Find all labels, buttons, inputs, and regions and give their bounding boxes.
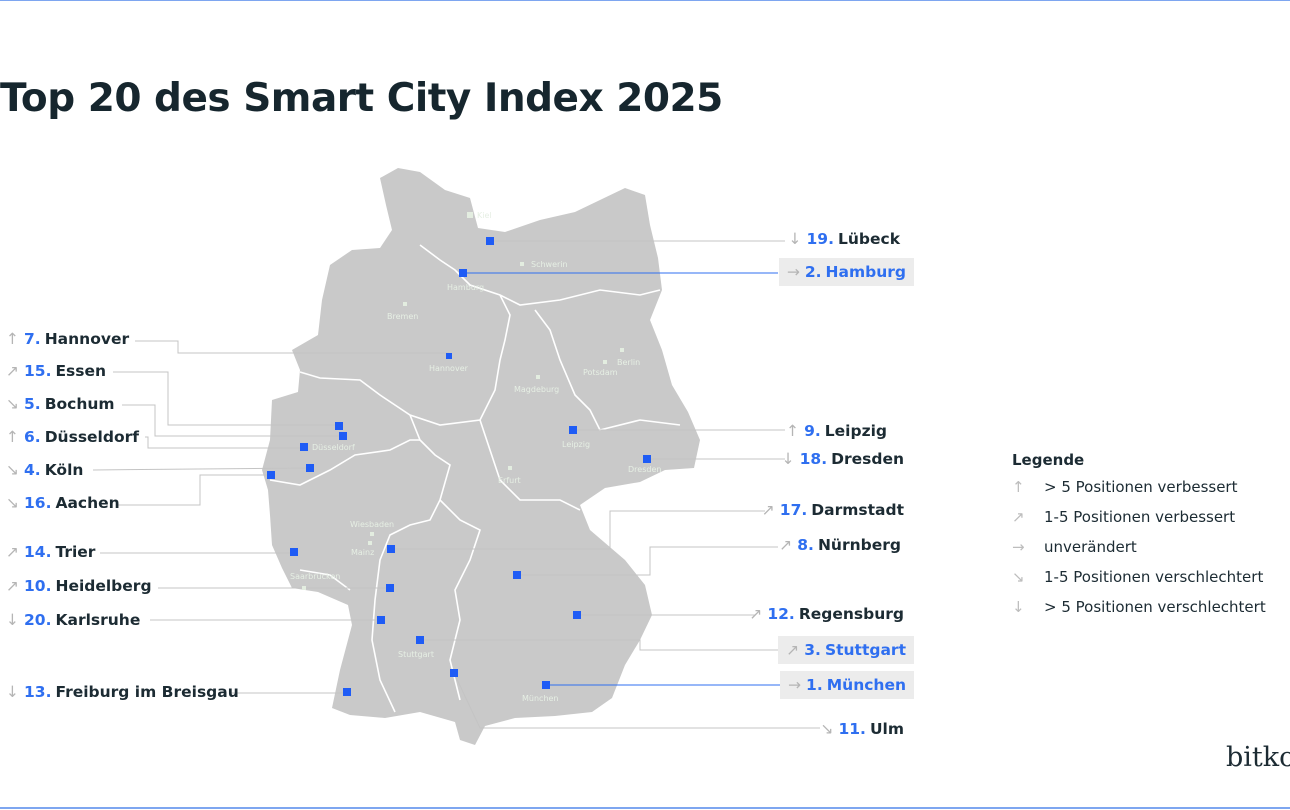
legend: Legende ↑ > 5 Positionen verbessert ↗ 1-5 … [1012, 451, 1266, 627]
legend-item: ↗ 1-5 Positionen verbessert [1012, 508, 1236, 526]
page-title: Top 20 des Smart City Index 2025 [0, 76, 723, 121]
marker-darmstadt [387, 545, 395, 553]
marker-bochum [339, 432, 347, 440]
marker-koeln [306, 464, 314, 472]
leader-lines [92, 240, 820, 729]
city-label-muenchen: → 1. München [780, 671, 914, 699]
bitkom-logo: bitkom [1226, 742, 1290, 773]
marker-hamburg [459, 269, 467, 277]
capital-label: Hannover [429, 364, 468, 373]
capital-markers [302, 212, 624, 590]
marker-muenchen [542, 681, 550, 689]
marker-dresden [643, 455, 651, 463]
marker-leipzig [569, 426, 577, 434]
city-label-regensburg: ↗ 12. Regensburg [749, 605, 904, 623]
city-label-luebeck: ↓ 19. Lübeck [788, 230, 900, 248]
capital-label: Erfurt [498, 476, 521, 485]
city-label-essen: ↗ 15. Essen [6, 362, 107, 380]
city-label-nuernberg: ↗ 8. Nürnberg [779, 536, 901, 554]
city-label-bochum: ↘ 5. Bochum [6, 395, 115, 413]
top-divider [0, 0, 1290, 1]
marker-essen [335, 422, 343, 430]
marker-karlsruhe [377, 616, 385, 624]
capital-label: Stuttgart [398, 650, 434, 659]
arrow-up-icon: ↑ [1012, 478, 1025, 496]
city-label-ulm: ↘ 11. Ulm [820, 720, 904, 738]
city-label-karlsruhe: ↓ 20. Karlsruhe [6, 611, 141, 629]
city-label-darmstadt: ↗ 17. Darmstadt [761, 501, 904, 519]
city-label-trier: ↗ 14. Trier [6, 543, 96, 561]
city-label-leipzig: ↑ 9. Leipzig [786, 422, 887, 440]
marker-trier [290, 548, 298, 556]
capital-label: Potsdam [583, 368, 618, 377]
marker-duesseldorf [300, 443, 308, 451]
capital-label: Leipzig [562, 440, 591, 449]
capital-label: Schwerin [531, 260, 568, 269]
marker-heidelberg [386, 584, 394, 592]
marker-regensburg [573, 611, 581, 619]
capital-label: Magdeburg [514, 385, 560, 394]
legend-title: Legende [1012, 451, 1085, 469]
marker-aachen [267, 471, 275, 479]
arrow-right-icon: → [1012, 538, 1025, 556]
marker-luebeck [486, 237, 494, 245]
capital-label: Saarbrücken [290, 572, 341, 581]
legend-item: ↑ > 5 Positionen verbessert [1012, 478, 1238, 496]
marker-freiburg [343, 688, 351, 696]
state-borders [269, 244, 681, 713]
capital-label: München [522, 694, 559, 703]
legend-item: ↘ 1-5 Positionen verschlechtert [1012, 568, 1264, 586]
capital-label: Düsseldorf [312, 443, 355, 452]
capital-label: Wiesbaden [350, 520, 395, 529]
city-label-hamburg: → 2. Hamburg [778, 258, 914, 286]
germany-outline [262, 168, 700, 745]
city-label-stuttgart: ↗ 3. Stuttgart [778, 636, 914, 664]
capital-label: Mainz [351, 548, 375, 557]
capital-label: Hamburg [447, 283, 485, 292]
city-label-dresden: ↓ 18. Dresden [781, 450, 904, 468]
bottom-divider [0, 807, 1290, 809]
capital-label: Kiel [477, 211, 492, 220]
city-label-freiburg: ↓ 13. Freiburg im Breisgau [6, 683, 239, 701]
city-label-hannover: ↑ 7. Hannover [6, 330, 130, 348]
arrow-down-right-icon: ↘ [1012, 568, 1025, 586]
city-label-heidelberg: ↗ 10. Heidelberg [6, 577, 152, 595]
marker-ulm [450, 669, 458, 677]
city-label-duesseldorf: ↑ 6. Düsseldorf [6, 428, 139, 446]
marker-stuttgart [416, 636, 424, 644]
city-markers [267, 237, 651, 696]
capital-label: Berlin [617, 358, 641, 367]
legend-item: ↓ > 5 Positionen verschlechtert [1012, 598, 1266, 616]
arrow-up-right-icon: ↗ [1012, 508, 1025, 526]
capital-label: Bremen [387, 312, 419, 321]
marker-hannover [446, 353, 452, 359]
arrow-down-icon: ↓ [1012, 598, 1025, 616]
marker-nuernberg [513, 571, 521, 579]
capital-label: Dresden [628, 465, 662, 474]
city-label-koeln: ↘ 4. Köln [6, 461, 84, 479]
legend-item: → unverändert [1012, 538, 1137, 556]
highlight-lines [463, 272, 782, 686]
city-label-aachen: ↘ 16. Aachen [6, 494, 120, 512]
